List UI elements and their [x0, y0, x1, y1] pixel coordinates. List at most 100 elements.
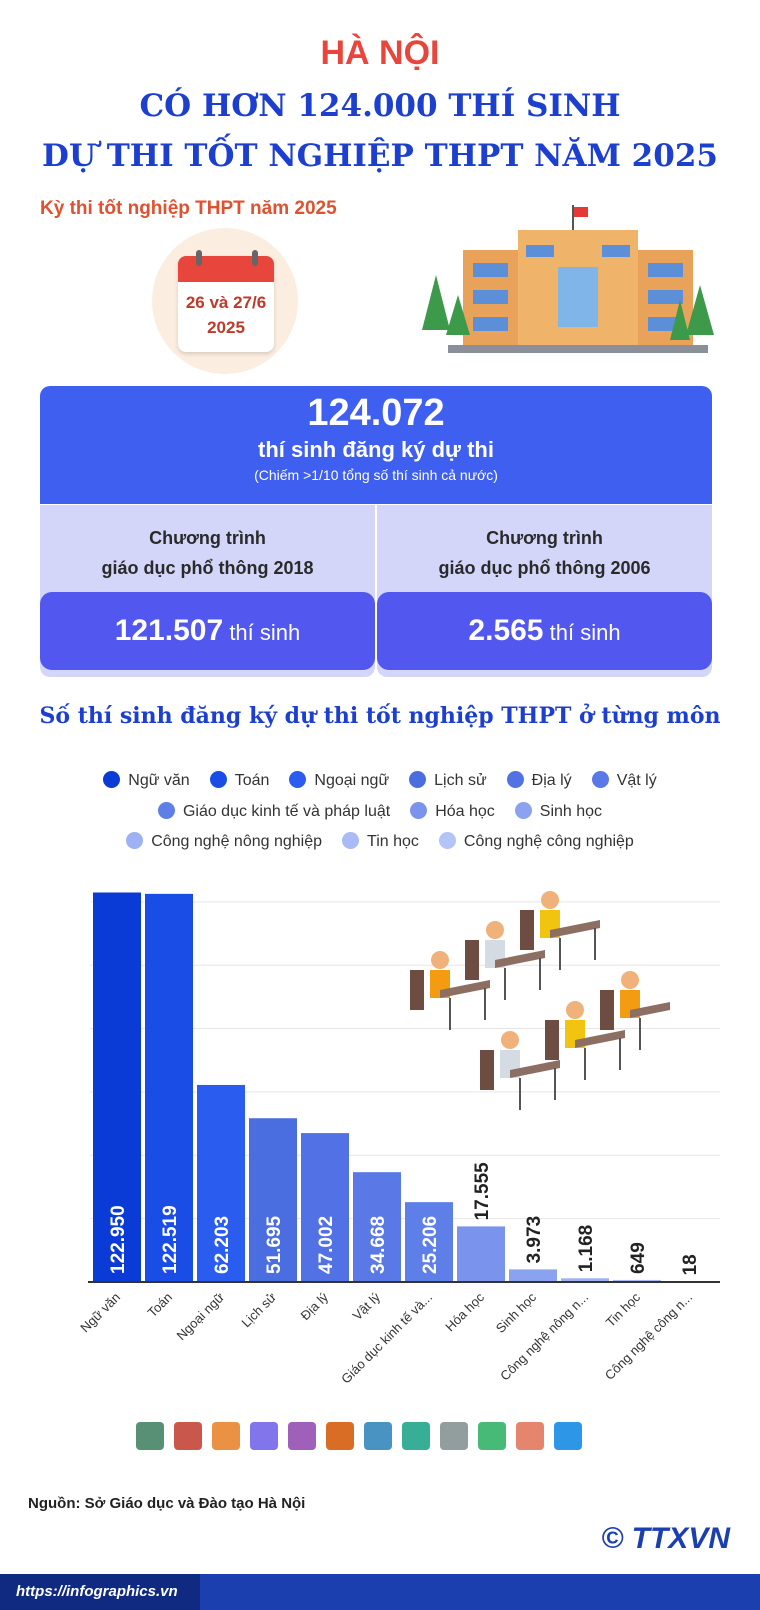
data-label: 34.668 — [368, 1216, 389, 1274]
x-tick-label: Tin học — [603, 1289, 644, 1330]
data-label: 1.168 — [576, 1225, 597, 1273]
school-building-illustration — [422, 205, 714, 353]
bar — [613, 1279, 661, 1282]
subject-icon — [554, 1422, 582, 1450]
legend-swatch — [514, 802, 532, 819]
subject-icon — [250, 1422, 278, 1450]
student-at-desk — [480, 1031, 560, 1110]
legend-swatch — [126, 832, 144, 849]
subject-icon — [440, 1422, 468, 1450]
source-note: Nguồn: Sở Giáo dục và Đào tạo Hà Nội — [28, 1495, 306, 1512]
legend-item: Vật lý — [591, 771, 657, 790]
data-label: 17.555 — [472, 1162, 493, 1221]
subject-icon — [478, 1422, 506, 1450]
data-label: 51.695 — [264, 1215, 285, 1274]
legend-swatch — [103, 771, 121, 788]
bar — [93, 892, 141, 1282]
legend-label: Địa lý — [531, 772, 572, 789]
legend-swatch — [289, 771, 307, 788]
exam-year: 2025 — [207, 318, 245, 337]
data-label: 18 — [680, 1254, 701, 1275]
data-label: 25.206 — [420, 1216, 441, 1274]
legend-item: Tin học — [342, 832, 419, 851]
subject-icon — [516, 1422, 544, 1450]
x-tick-label: Công nghệ nông n... — [497, 1290, 591, 1384]
legend-swatch — [591, 771, 609, 788]
legend-swatch — [410, 802, 428, 819]
bar — [561, 1278, 609, 1282]
legend-label: Toán — [234, 772, 270, 789]
chart-title: Số thí sinh đăng ký dự thi tốt nghiệp TH… — [39, 703, 721, 729]
data-label: 62.203 — [212, 1216, 233, 1274]
x-tick-label: Ngữ văn — [77, 1290, 123, 1336]
subject-icon — [136, 1422, 164, 1450]
subject-icon — [402, 1422, 430, 1450]
bar — [301, 1133, 349, 1282]
data-label: 3.973 — [524, 1216, 545, 1264]
subject-icon — [326, 1422, 354, 1450]
legend-item: Hóa học — [410, 802, 495, 821]
x-tick-label: Công nghệ công n... — [602, 1290, 695, 1383]
x-tick-label: Hóa học — [442, 1289, 487, 1334]
program-label: giáo dục phổ thông 2018 — [101, 558, 314, 578]
legend-item: Sinh học — [514, 802, 603, 821]
program-label: Chương trình — [149, 528, 266, 548]
footer-url-link[interactable]: https://infographics.vn — [0, 1574, 200, 1610]
x-tick-label: Lịch sử — [238, 1289, 279, 1330]
student-at-desk — [545, 1001, 625, 1080]
legend-swatch — [506, 771, 524, 788]
legend-label: Công nghệ công nghiệp — [463, 833, 634, 850]
legend-label: Sinh học — [539, 803, 603, 820]
data-label: 122.950 — [108, 1205, 129, 1274]
legend-swatch — [157, 802, 175, 819]
main-title-line1: CÓ HƠN 124.000 THÍ SINH — [139, 88, 621, 124]
legend-label: Ngữ văn — [128, 772, 190, 789]
student-at-desk — [520, 891, 600, 970]
total-candidates-box: 124.072 thí sinh đăng ký dự thi (Chiếm >… — [40, 386, 712, 504]
total-candidates-note: (Chiếm >1/10 tổng số thí sinh cả nước) — [254, 467, 498, 483]
x-tick-label: Vật lý — [350, 1289, 384, 1323]
legend-item: Toán — [209, 771, 270, 790]
legend-label: Ngoại ngữ — [314, 772, 390, 789]
x-tick-label: Sinh học — [493, 1289, 540, 1336]
main-title-line2: DỰ THI TỐT NGHIỆP THPT NĂM 2025 — [42, 138, 718, 174]
student-at-desk — [600, 971, 670, 1050]
legend-swatch — [438, 832, 456, 849]
subject-icon — [174, 1422, 202, 1450]
legend-item: Địa lý — [506, 771, 572, 790]
bar — [145, 893, 193, 1282]
legend-label: Giáo dục kinh tế và pháp luật — [182, 803, 391, 820]
unit-label: thí sinh — [549, 620, 621, 645]
legend-swatch — [409, 771, 427, 788]
legend-item: Ngữ văn — [103, 771, 190, 790]
legend-row: Ngữ văn Toán Ngoại ngữ Lịch sử Địa lý Vật lý — [0, 771, 760, 790]
legend-swatch — [342, 832, 360, 849]
legend-item: Ngoại ngữ — [289, 771, 389, 790]
students-illustration — [410, 891, 670, 1110]
x-tick-label: Giáo dục kinh tế và... — [338, 1290, 435, 1387]
city-title: HÀ NỘI — [320, 34, 440, 72]
student-at-desk — [465, 921, 545, 1000]
legend-item: Giáo dục kinh tế và pháp luật — [157, 802, 391, 821]
legend-label: Lịch sử — [434, 772, 487, 789]
bar — [197, 1084, 245, 1282]
program-2006-value: 2.565 — [468, 614, 544, 647]
subject-icon — [364, 1422, 392, 1450]
subject-icon — [212, 1422, 240, 1450]
x-tick-label: Toán — [145, 1290, 176, 1321]
bar — [405, 1202, 453, 1282]
legend-item: Công nghệ nông nghiệp — [126, 832, 322, 851]
bar — [509, 1269, 557, 1282]
bar — [249, 1118, 297, 1282]
program-label: giáo dục phổ thông 2006 — [438, 558, 651, 578]
x-tick-label: Địa lý — [298, 1289, 332, 1323]
total-candidates-value: 124.072 — [307, 392, 445, 434]
program-label: Chương trình — [486, 528, 603, 548]
x-tick-label: Ngoại ngữ — [174, 1289, 228, 1343]
bar — [353, 1172, 401, 1282]
legend-label: Tin học — [367, 833, 419, 850]
program-2018-box: Chương trình giáo dục phổ thông 2018 121.… — [40, 505, 375, 677]
subject-icons-row — [136, 1422, 582, 1450]
data-label: 649 — [628, 1242, 649, 1274]
legend-label: Hóa học — [435, 803, 495, 820]
